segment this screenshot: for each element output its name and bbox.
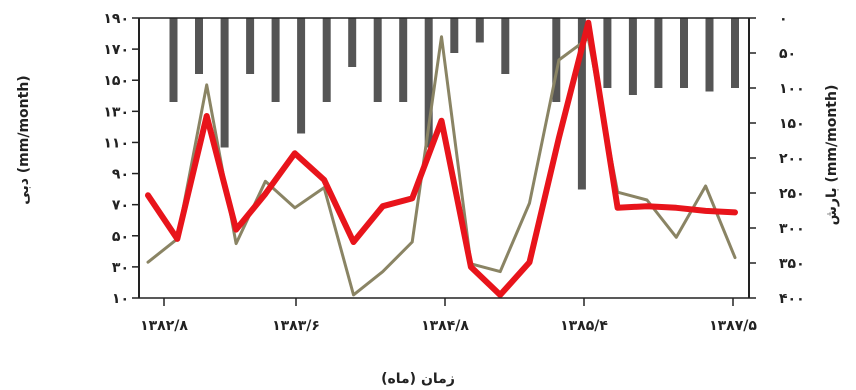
y-right-tick-label: ۵۰ bbox=[779, 46, 796, 62]
x-tick-label: ۱۳۸۵/۴ bbox=[560, 318, 608, 334]
y-left-tick-label: ۷۰ bbox=[112, 198, 129, 214]
y-right-tick-label: ۲۰۰ bbox=[779, 151, 805, 167]
precip-bar bbox=[475, 18, 484, 43]
x-tick-label: ۱۳۸۴/۸ bbox=[421, 318, 469, 334]
y-left-tick-label: ۱۳۰ bbox=[103, 104, 129, 120]
y-left-tick-label: ۱۷۰ bbox=[103, 42, 129, 58]
precip-bar bbox=[348, 18, 357, 67]
precip-bar bbox=[271, 18, 280, 102]
precip-bar bbox=[450, 18, 459, 53]
y-left-tick-label: ۳۰ bbox=[112, 260, 129, 276]
precip-bar bbox=[322, 18, 331, 102]
y-right-tick-label: ۳۵۰ bbox=[779, 256, 805, 272]
discharge-lines bbox=[145, 19, 738, 298]
precip-bar bbox=[220, 18, 229, 148]
precipitation-bars bbox=[169, 18, 739, 190]
y-left-tick-label: ۹۰ bbox=[112, 167, 129, 183]
discharge-line-simulated bbox=[146, 35, 737, 297]
ticks: ۱۹۰۱۷۰۱۵۰۱۳۰۱۱۰۹۰۷۰۵۰۳۰۱۰۰۵۰۱۰۰۱۵۰۲۰۰۲۵۰… bbox=[103, 11, 804, 334]
precip-bar bbox=[731, 18, 739, 88]
precip-bar bbox=[603, 18, 612, 88]
y-right-tick-label: ۳۰۰ bbox=[779, 221, 805, 237]
precip-bar bbox=[169, 18, 178, 102]
precip-bar bbox=[195, 18, 203, 74]
y-right-tick-label: ۲۵۰ bbox=[779, 186, 805, 202]
discharge-line-observed bbox=[145, 19, 738, 298]
y-right-tick-label: ۱۵۰ bbox=[779, 116, 805, 132]
precip-bar bbox=[705, 18, 714, 92]
precip-bar bbox=[577, 18, 586, 190]
y-left-title: دبی (mm/month) bbox=[16, 75, 32, 204]
precip-bar bbox=[297, 18, 306, 134]
precip-bar bbox=[424, 18, 433, 148]
y-right-tick-label: ۰ bbox=[779, 11, 788, 27]
x-axis-title: زمان (ماه) bbox=[381, 371, 455, 387]
precip-bar bbox=[654, 18, 663, 88]
precip-bar bbox=[552, 18, 561, 102]
y-left-tick-label: ۱۰ bbox=[112, 291, 129, 307]
y-left-tick-label: ۱۱۰ bbox=[103, 135, 129, 151]
y-right-tick-label: ۴۰۰ bbox=[779, 291, 805, 307]
x-tick-label: ۱۳۸۳/۶ bbox=[272, 318, 320, 334]
x-tick-label: ۱۳۸۷/۵ bbox=[709, 318, 757, 334]
precip-bar bbox=[246, 18, 255, 74]
precip-bar bbox=[373, 18, 382, 102]
y-left-tick-label: ۵۰ bbox=[112, 229, 129, 245]
precip-bar bbox=[399, 18, 408, 102]
y-right-tick-label: ۱۰۰ bbox=[779, 81, 805, 97]
x-tick-label: ۱۳۸۲/۸ bbox=[140, 318, 188, 334]
precip-bar bbox=[628, 18, 637, 95]
y-left-tick-label: ۱۹۰ bbox=[103, 11, 129, 27]
precip-bar bbox=[680, 18, 688, 88]
y-left-tick-label: ۱۵۰ bbox=[103, 73, 129, 89]
precip-bar bbox=[501, 18, 510, 74]
y-right-title: بارش (mm/month) bbox=[824, 85, 840, 226]
